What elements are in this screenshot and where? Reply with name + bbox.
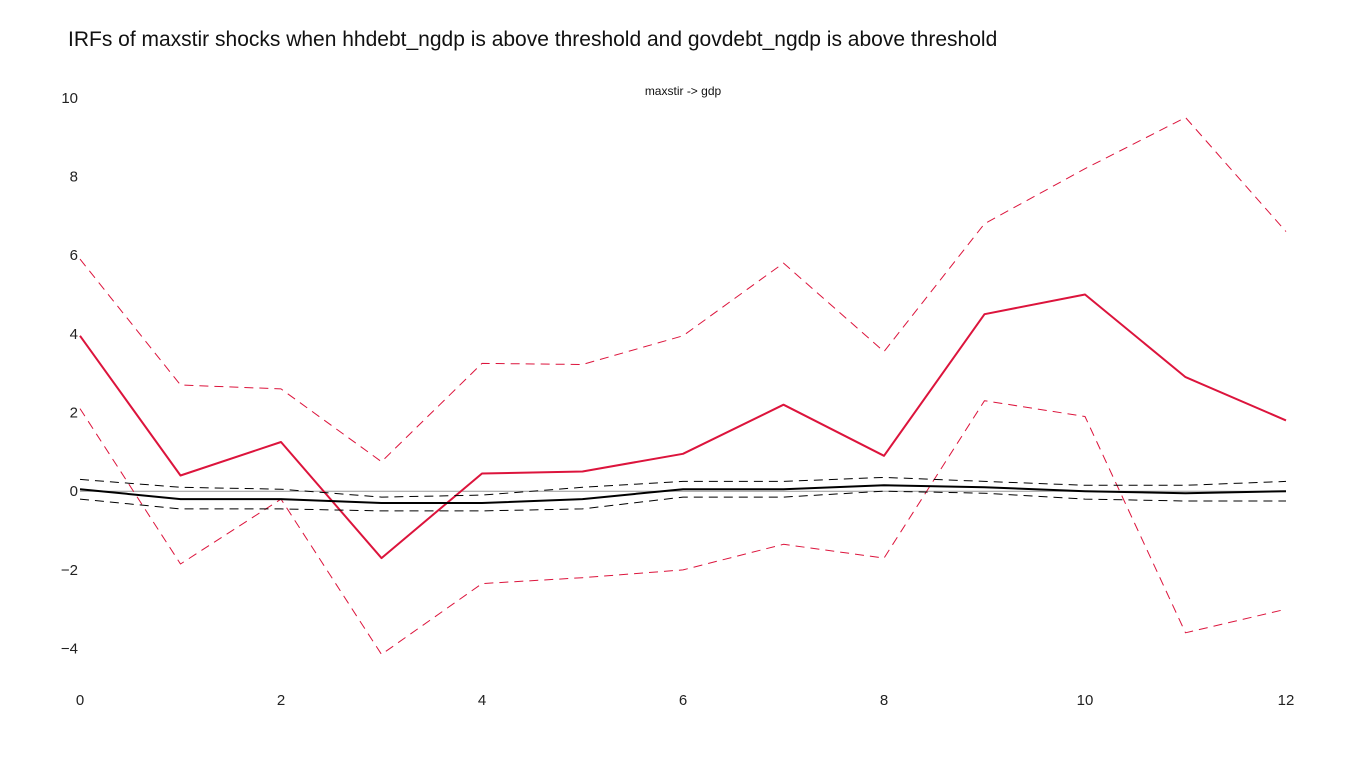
y-tick-label: −2: [61, 562, 78, 579]
series-line-3-dashed: [79, 476, 1287, 498]
x-tick-label: 4: [478, 692, 486, 709]
x-axis-ticks: 0 2 4 6 8 10 12: [76, 692, 1295, 709]
series-line-2-solid: [79, 293, 1287, 560]
x-tick-label: 12: [1278, 692, 1295, 709]
y-tick-label: 4: [70, 326, 78, 343]
y-tick-label: 10: [61, 90, 78, 107]
series-layer: [79, 117, 1287, 655]
x-tick-label: 2: [277, 692, 285, 709]
series-line-1-dashed: [79, 400, 1287, 655]
y-tick-label: 2: [70, 405, 78, 422]
y-tick-label: 8: [70, 169, 78, 186]
subplot-title: maxstir -> gdp: [645, 84, 722, 98]
x-tick-label: 0: [76, 692, 84, 709]
series-line-0-dashed: [79, 117, 1287, 463]
series-line-5-solid: [79, 484, 1287, 504]
y-tick-label: 6: [70, 247, 78, 264]
x-tick-label: 10: [1077, 692, 1094, 709]
y-axis-ticks: −4 −2 0 2 4 6 8 10: [61, 90, 78, 658]
chart-title: IRFs of maxstir shocks when hhdebt_ngdp …: [68, 28, 998, 51]
x-tick-label: 6: [679, 692, 687, 709]
series-line-4-dashed: [79, 490, 1286, 512]
y-tick-label: −4: [61, 641, 78, 658]
x-tick-label: 8: [880, 692, 888, 709]
y-tick-label: 0: [70, 483, 78, 500]
